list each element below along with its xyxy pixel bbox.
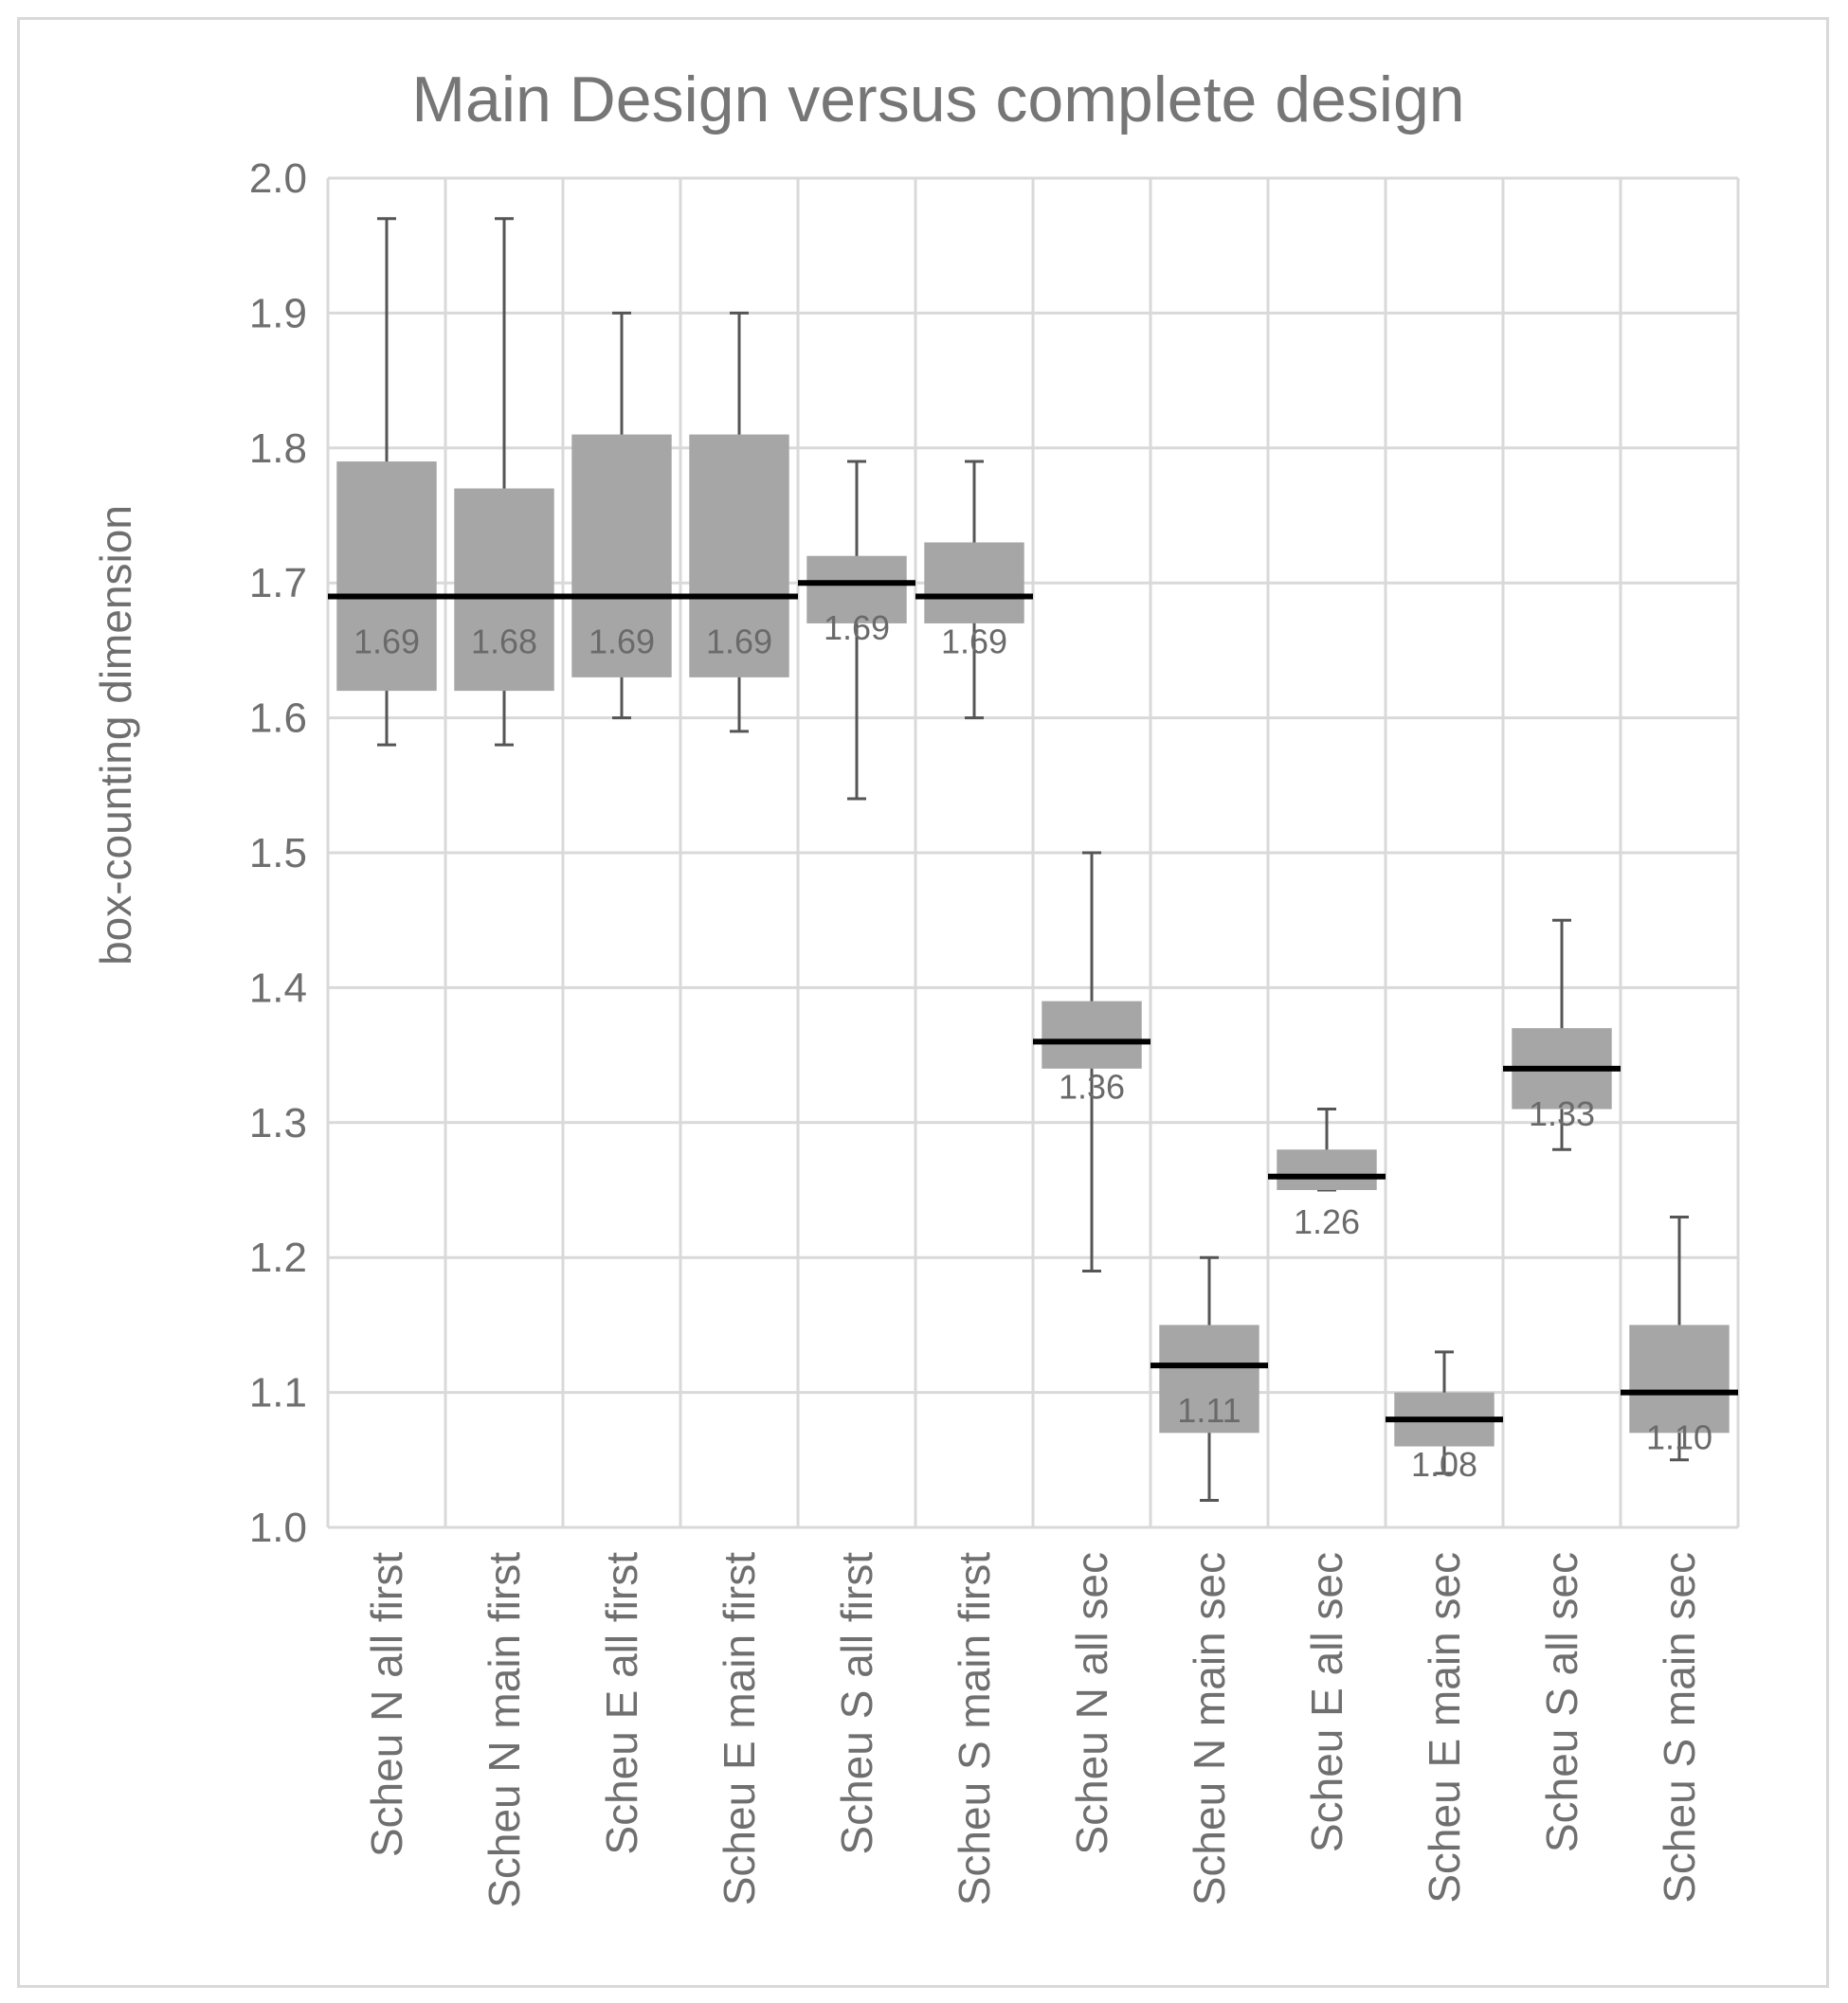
x-tick-label: Scheu S all sec (1537, 1552, 1586, 1852)
y-tick-label: 1.1 (249, 1370, 307, 1417)
box-rect (1629, 1325, 1730, 1434)
median-data-label: 1.11 (1177, 1391, 1241, 1430)
box-item: 1.69 (328, 217, 445, 747)
box-item: 1.69 (915, 460, 1033, 720)
chart-border (17, 17, 1829, 1988)
box-item: 1.08 (1386, 1350, 1503, 1484)
x-tick-label: Scheu S main first (950, 1552, 999, 1905)
box-rect (1042, 1001, 1142, 1069)
x-tick-label: Scheu E main sec (1420, 1552, 1469, 1904)
box-rect (454, 488, 554, 692)
y-axis-label: box-counting dimension (91, 505, 140, 965)
gridlines (326, 176, 1740, 1529)
y-tick-label: 1.3 (249, 1100, 307, 1146)
y-axis-ticks: 1.0 1.1 1.2 1.3 1.4 1.5 1.6 1.7 1.8 1.9 2.0 (249, 155, 307, 1551)
boxes: 1.69 1.68 1.69 1.69 1.69 1.69 1.36 1.11 1.26 1.08… (328, 217, 1738, 1503)
box-item: 1.11 (1150, 1255, 1268, 1503)
median-data-label: 1.33 (1529, 1094, 1595, 1133)
y-tick-label: 1.4 (249, 965, 307, 1011)
x-axis-ticks: Scheu N all first Scheu N main first Scheu… (362, 1552, 1704, 1908)
y-tick-label: 1.8 (249, 425, 307, 472)
x-tick-label: Scheu N main first (480, 1552, 529, 1908)
box-item: 1.10 (1621, 1215, 1738, 1462)
median-data-label: 1.69 (824, 608, 890, 647)
median-data-label: 1.69 (941, 622, 1007, 660)
y-tick-label: 1.7 (249, 560, 307, 606)
y-tick-label: 2.0 (249, 155, 307, 202)
x-tick-label: Scheu N main sec (1185, 1552, 1234, 1905)
box-rect (806, 555, 907, 623)
y-tick-label: 1.6 (249, 695, 307, 742)
box-item: 1.68 (445, 217, 563, 747)
box-item: 1.36 (1033, 851, 1150, 1272)
median-data-label: 1.69 (589, 622, 655, 660)
y-tick-label: 1.5 (249, 830, 307, 876)
median-data-label: 1.08 (1411, 1445, 1477, 1484)
box-rect (1159, 1325, 1259, 1434)
box-rect (689, 434, 789, 677)
box-item: 1.69 (563, 311, 680, 720)
x-tick-label: Scheu S all first (832, 1552, 881, 1855)
x-tick-label: Scheu E all first (597, 1552, 646, 1855)
median-data-label: 1.69 (706, 622, 772, 660)
box-rect (1277, 1149, 1377, 1190)
x-tick-label: Scheu N all sec (1067, 1552, 1116, 1855)
y-tick-label: 1.0 (249, 1505, 307, 1551)
box-rect (924, 542, 1024, 623)
median-data-label: 1.10 (1646, 1418, 1712, 1457)
box-rect (336, 461, 437, 692)
median-data-label: 1.36 (1059, 1067, 1125, 1106)
box-item: 1.69 (798, 460, 915, 801)
median-data-label: 1.26 (1294, 1202, 1360, 1241)
box-item: 1.69 (680, 311, 798, 733)
y-tick-label: 1.9 (249, 290, 307, 336)
x-tick-label: Scheu S main sec (1655, 1552, 1704, 1904)
median-data-label: 1.68 (471, 622, 537, 660)
x-tick-label: Scheu N all first (362, 1552, 411, 1857)
box-item: 1.33 (1503, 918, 1621, 1151)
median-data-label: 1.69 (353, 622, 420, 660)
box-item: 1.26 (1268, 1108, 1386, 1241)
y-tick-label: 1.2 (249, 1235, 307, 1281)
chart-title: Main Design versus complete design (411, 63, 1464, 135)
x-tick-label: Scheu E main first (715, 1552, 764, 1905)
box-rect (571, 434, 672, 677)
x-tick-label: Scheu E all sec (1302, 1552, 1351, 1852)
